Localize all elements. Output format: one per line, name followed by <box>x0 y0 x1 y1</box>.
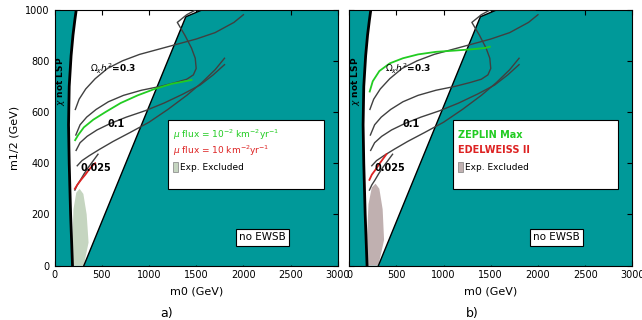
Polygon shape <box>349 10 371 266</box>
Text: no EWSB: no EWSB <box>534 232 580 243</box>
X-axis label: m0 (GeV): m0 (GeV) <box>169 286 223 296</box>
Text: b): b) <box>465 307 478 320</box>
Text: $\chi$ not LSP: $\chi$ not LSP <box>55 57 67 106</box>
Polygon shape <box>55 10 248 266</box>
Polygon shape <box>349 10 542 266</box>
Bar <box>458 162 463 172</box>
Text: $\Omega_\chi h^2$=0.3: $\Omega_\chi h^2$=0.3 <box>91 61 137 76</box>
Bar <box>173 162 178 172</box>
Text: no EWSB: no EWSB <box>239 232 286 243</box>
Polygon shape <box>55 10 76 266</box>
Y-axis label: m1/2 (GeV): m1/2 (GeV) <box>10 106 20 170</box>
Text: 0.025: 0.025 <box>80 163 111 173</box>
Text: $\chi$ not LSP: $\chi$ not LSP <box>349 57 362 106</box>
Bar <box>453 120 618 189</box>
Polygon shape <box>84 10 338 266</box>
Polygon shape <box>367 184 384 266</box>
Text: EDELWEISS II: EDELWEISS II <box>458 145 530 156</box>
Text: ZEPLIN Max: ZEPLIN Max <box>458 130 522 140</box>
Text: 0.025: 0.025 <box>375 163 405 173</box>
Text: $\Omega_\chi h^2$=0.3: $\Omega_\chi h^2$=0.3 <box>385 61 431 76</box>
Text: $\mu$ flux = 10$^{-2}$ km$^{-2}$yr$^{-1}$: $\mu$ flux = 10$^{-2}$ km$^{-2}$yr$^{-1}… <box>173 128 279 142</box>
Text: 0.1: 0.1 <box>402 119 419 129</box>
Text: Exp. Excluded: Exp. Excluded <box>180 163 244 172</box>
X-axis label: m0 (GeV): m0 (GeV) <box>464 286 517 296</box>
Bar <box>168 120 324 189</box>
Polygon shape <box>378 10 632 266</box>
Text: $\mu$ flux = 10 km$^{-2}$yr$^{-1}$: $\mu$ flux = 10 km$^{-2}$yr$^{-1}$ <box>173 143 269 157</box>
Text: Exp. Excluded: Exp. Excluded <box>465 163 529 172</box>
Text: a): a) <box>160 307 173 320</box>
Text: 0.1: 0.1 <box>107 119 125 129</box>
Polygon shape <box>73 189 89 266</box>
